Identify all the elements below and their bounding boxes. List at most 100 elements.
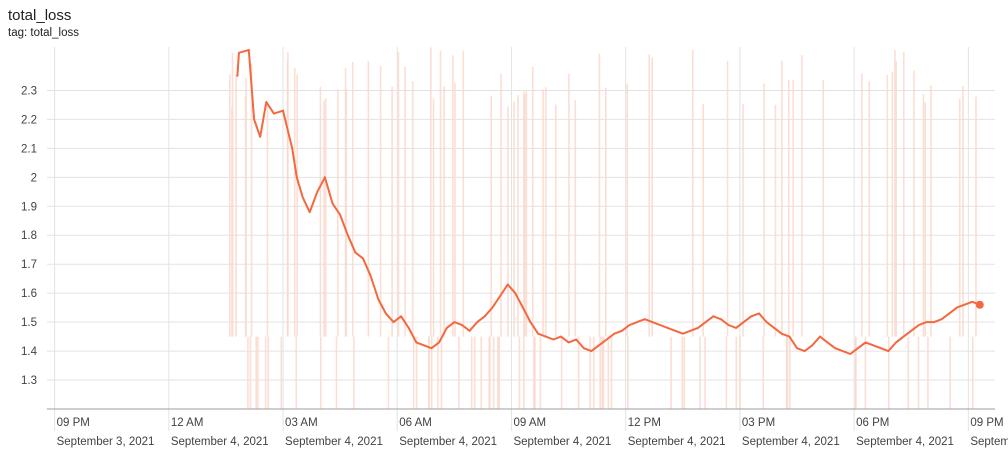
data-point: [620, 329, 623, 332]
data-point: [461, 324, 463, 326]
data-point: [956, 306, 958, 309]
grid: [47, 47, 995, 431]
data-point: [719, 318, 722, 321]
y-tick-label: 1.9: [21, 201, 37, 213]
chart-tag: tag: total_loss: [8, 27, 79, 39]
data-point: [407, 327, 410, 329]
data-point: [453, 321, 456, 324]
data-point: [377, 298, 380, 300]
data-point: [468, 329, 471, 332]
data-point: [643, 318, 646, 321]
x-tick-date: September 4, 2021: [628, 436, 726, 448]
data-point: [445, 327, 448, 329]
x-tick-date: September 4, 2021: [970, 436, 1008, 448]
data-point: [628, 324, 631, 326]
y-tick-label: 2.1: [21, 143, 37, 155]
y-tick-label: 1.3: [21, 375, 37, 387]
data-point: [750, 315, 753, 318]
data-point: [636, 321, 639, 324]
data-point: [291, 147, 294, 150]
data-point: [316, 190, 319, 193]
data-point: [590, 350, 593, 352]
x-tick-time: 03 PM: [742, 417, 775, 429]
data-point: [796, 347, 798, 350]
data-point: [308, 211, 311, 213]
y-tick-label: 1.5: [21, 317, 37, 329]
data-point: [689, 329, 692, 332]
data-point: [247, 48, 250, 51]
x-tick-time: 12 PM: [628, 417, 661, 429]
data-point: [392, 321, 395, 324]
x-tick-date: September 4, 2021: [742, 436, 840, 448]
data-point: [712, 315, 715, 318]
data-point: [933, 321, 935, 324]
data-point: [598, 344, 600, 347]
data-point: [324, 176, 326, 179]
x-tick-date: September 4, 2021: [399, 436, 497, 448]
data-point: [758, 312, 760, 315]
data-point: [940, 318, 943, 321]
data-point: [514, 292, 517, 295]
data-point: [788, 335, 791, 338]
data-point: [476, 321, 479, 324]
data-point: [384, 312, 387, 315]
data-point: [773, 327, 776, 329]
data-point: [963, 303, 966, 306]
raw-series: [229, 47, 977, 409]
data-point: [841, 350, 844, 352]
data-point: [780, 332, 783, 335]
x-tick-time: 12 AM: [171, 417, 204, 429]
data-point: [857, 347, 859, 350]
y-tick-label: 1.7: [21, 259, 37, 271]
data-point: [236, 75, 239, 77]
data-point: [971, 300, 974, 303]
data-point: [864, 341, 867, 344]
y-tick-label: 1.8: [21, 230, 37, 242]
data-point: [575, 338, 578, 341]
x-tick-time: 03 AM: [285, 417, 318, 429]
data-point: [849, 353, 852, 355]
last-point-marker: [975, 300, 984, 309]
data-point: [301, 196, 304, 199]
data-point: [917, 324, 920, 326]
x-tick-date: September 4, 2021: [856, 436, 954, 448]
data-point: [681, 332, 684, 335]
y-tick-label: 2.3: [21, 85, 37, 97]
data-point: [651, 321, 654, 324]
series-line: [236, 48, 981, 355]
data-point: [666, 327, 669, 329]
data-point: [879, 347, 882, 350]
data-point: [491, 306, 494, 309]
data-point: [803, 350, 806, 352]
data-point: [369, 274, 372, 277]
data-point: [834, 347, 836, 350]
chart-title: total_loss: [8, 7, 72, 24]
x-tick-time: 09 AM: [513, 417, 546, 429]
data-point: [560, 335, 562, 338]
data-point: [295, 176, 298, 179]
data-point: [811, 344, 814, 347]
data-point: [259, 135, 262, 138]
data-point: [605, 338, 608, 341]
data-point: [902, 335, 905, 338]
data-point: [423, 344, 425, 347]
data-point: [872, 344, 875, 347]
data-point: [582, 347, 585, 350]
data-point: [674, 329, 677, 332]
data-point: [537, 332, 540, 335]
data-point: [506, 283, 509, 286]
data-point: [552, 338, 555, 341]
data-point: [282, 109, 284, 112]
data-point: [697, 327, 699, 329]
data-point: [910, 329, 913, 332]
axes: 1.3 1.4 1.5 1.6 1.7 1.8 1.9 2 2.1 2.2 2.3 09 PM Sept…: [21, 85, 1008, 448]
data-point: [438, 341, 441, 344]
data-point: [895, 341, 897, 344]
data-point: [430, 347, 433, 350]
data-point: [265, 101, 268, 103]
x-tick-time: 09 PM: [970, 417, 1003, 429]
data-point: [567, 341, 570, 344]
data-point: [354, 251, 357, 254]
data-point: [522, 306, 524, 309]
y-tick-label: 2.2: [21, 114, 37, 126]
